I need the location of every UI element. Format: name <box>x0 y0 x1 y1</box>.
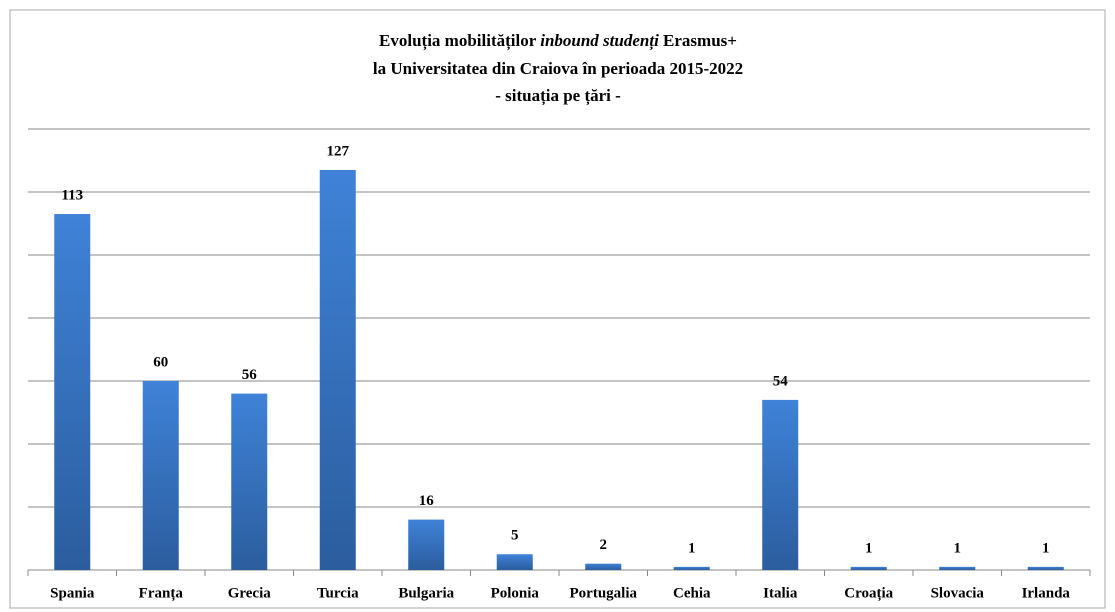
data-label: 113 <box>61 187 83 203</box>
bar <box>585 563 622 570</box>
data-label: 56 <box>242 367 258 383</box>
bar <box>319 169 356 570</box>
data-label: 1 <box>865 540 873 556</box>
x-tick-label: Croația <box>844 585 893 601</box>
bar <box>408 519 445 570</box>
bar <box>939 566 976 570</box>
bar <box>1027 566 1064 570</box>
x-tick-label: Irlanda <box>1022 585 1071 601</box>
data-label: 54 <box>773 373 789 389</box>
x-tick-label: Polonia <box>491 585 540 601</box>
data-label: 1 <box>688 540 696 556</box>
chart-title: - situația pe țări - <box>495 86 621 106</box>
bar <box>850 566 887 570</box>
chart-title: Evoluția mobilităților inbound studenți … <box>379 31 737 51</box>
x-tick-label: Slovacia <box>931 585 985 601</box>
x-tick-label: Grecia <box>228 585 272 601</box>
bar <box>231 393 268 570</box>
data-label: 5 <box>511 528 519 544</box>
data-label: 16 <box>419 493 435 509</box>
title-part: inbound studenți <box>540 31 659 51</box>
x-tick-label: Italia <box>763 585 798 601</box>
x-tick-label: Franța <box>139 585 184 601</box>
bar <box>54 214 91 571</box>
title-part: Evoluția mobilităților <box>379 31 537 51</box>
bar <box>142 381 179 570</box>
x-tick-label: Spania <box>50 585 95 601</box>
bar <box>673 566 710 570</box>
x-tick-label: Bulgaria <box>398 585 454 601</box>
data-label: 60 <box>153 354 168 370</box>
data-label: 1 <box>1042 540 1050 556</box>
chart-border <box>9 9 1106 609</box>
title-part: Erasmus+ <box>663 31 737 50</box>
x-tick-label: Portugalia <box>570 585 638 601</box>
chart-title: la Universitatea din Craiova în perioada… <box>373 59 743 78</box>
data-label: 127 <box>327 143 350 159</box>
bar <box>496 554 533 570</box>
bar <box>762 399 799 570</box>
x-tick-label: Cehia <box>673 585 711 601</box>
data-label: 2 <box>600 537 608 553</box>
x-tick-label: Turcia <box>317 585 359 601</box>
data-label: 1 <box>954 540 962 556</box>
